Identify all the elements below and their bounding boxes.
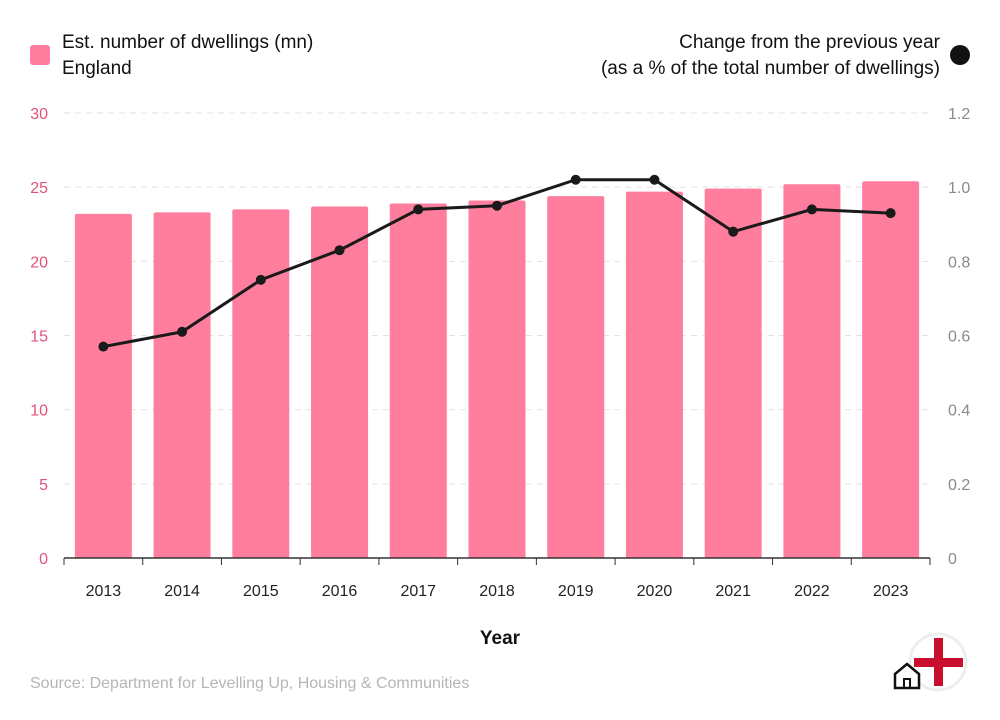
- line-point: [177, 326, 188, 337]
- x-tick-label: 2023: [873, 583, 909, 600]
- line-point: [649, 174, 660, 185]
- x-tick-label: 2016: [322, 583, 358, 600]
- legend-line-sublabel: (as a % of the total number of dwellings…: [600, 58, 940, 79]
- x-tick-label: 2018: [479, 583, 515, 600]
- source-note: Source: Department for Levelling Up, Hou…: [30, 675, 470, 692]
- bar: [862, 181, 920, 558]
- line-point: [885, 208, 896, 219]
- bar: [625, 191, 683, 558]
- bar: [704, 188, 762, 558]
- x-tick-label: 2013: [86, 583, 122, 600]
- y-right-tick-label: 0.8: [948, 254, 970, 271]
- house-england-flag-icon: [893, 632, 968, 692]
- y-left-tick-label: 30: [30, 106, 48, 123]
- legend-bar-swatch: [30, 45, 50, 65]
- line-point: [255, 274, 266, 285]
- bar: [153, 212, 211, 558]
- x-tick-label: 2015: [243, 583, 279, 600]
- x-axis-title: Year: [480, 628, 521, 649]
- line-point: [413, 204, 424, 215]
- bar: [468, 200, 526, 558]
- x-tick-label: 2019: [558, 583, 594, 600]
- bar: [547, 196, 605, 559]
- y-right-tick-label: 0.6: [948, 329, 970, 346]
- line-point: [98, 341, 109, 352]
- legend-bar-label: Est. number of dwellings (mn): [62, 32, 314, 53]
- y-left-tick-label: 15: [30, 329, 48, 346]
- y-left-tick-label: 5: [39, 477, 48, 494]
- line-point: [728, 226, 739, 237]
- bar: [783, 184, 841, 558]
- bar: [74, 213, 132, 558]
- line-point: [806, 204, 817, 215]
- y-left-tick-label: 25: [30, 180, 48, 197]
- x-tick-label: 2022: [794, 583, 830, 600]
- y-right-tick-label: 0.2: [948, 477, 970, 494]
- x-tick-label: 2014: [164, 583, 200, 600]
- y-right-tick-label: 0.4: [948, 403, 970, 420]
- line-point: [570, 174, 581, 185]
- bar: [311, 206, 369, 558]
- y-right-tick-label: 0: [948, 551, 957, 568]
- legend-line-label: Change from the previous year: [679, 32, 940, 53]
- legend-bar-sublabel: England: [62, 58, 132, 79]
- y-left-tick-label: 0: [39, 551, 48, 568]
- bar: [389, 203, 447, 558]
- y-right-tick-label: 1.0: [948, 180, 970, 197]
- y-right-tick-label: 1.2: [948, 106, 970, 123]
- x-tick-label: 2020: [637, 583, 673, 600]
- line-point: [492, 200, 502, 211]
- y-left-tick-label: 10: [30, 403, 48, 420]
- legend-line-swatch: [950, 45, 970, 65]
- x-tick-label: 2017: [400, 583, 436, 600]
- y-left-tick-label: 20: [30, 254, 48, 271]
- line-point: [334, 245, 345, 256]
- bar: [232, 209, 290, 558]
- x-tick-label: 2021: [715, 583, 751, 600]
